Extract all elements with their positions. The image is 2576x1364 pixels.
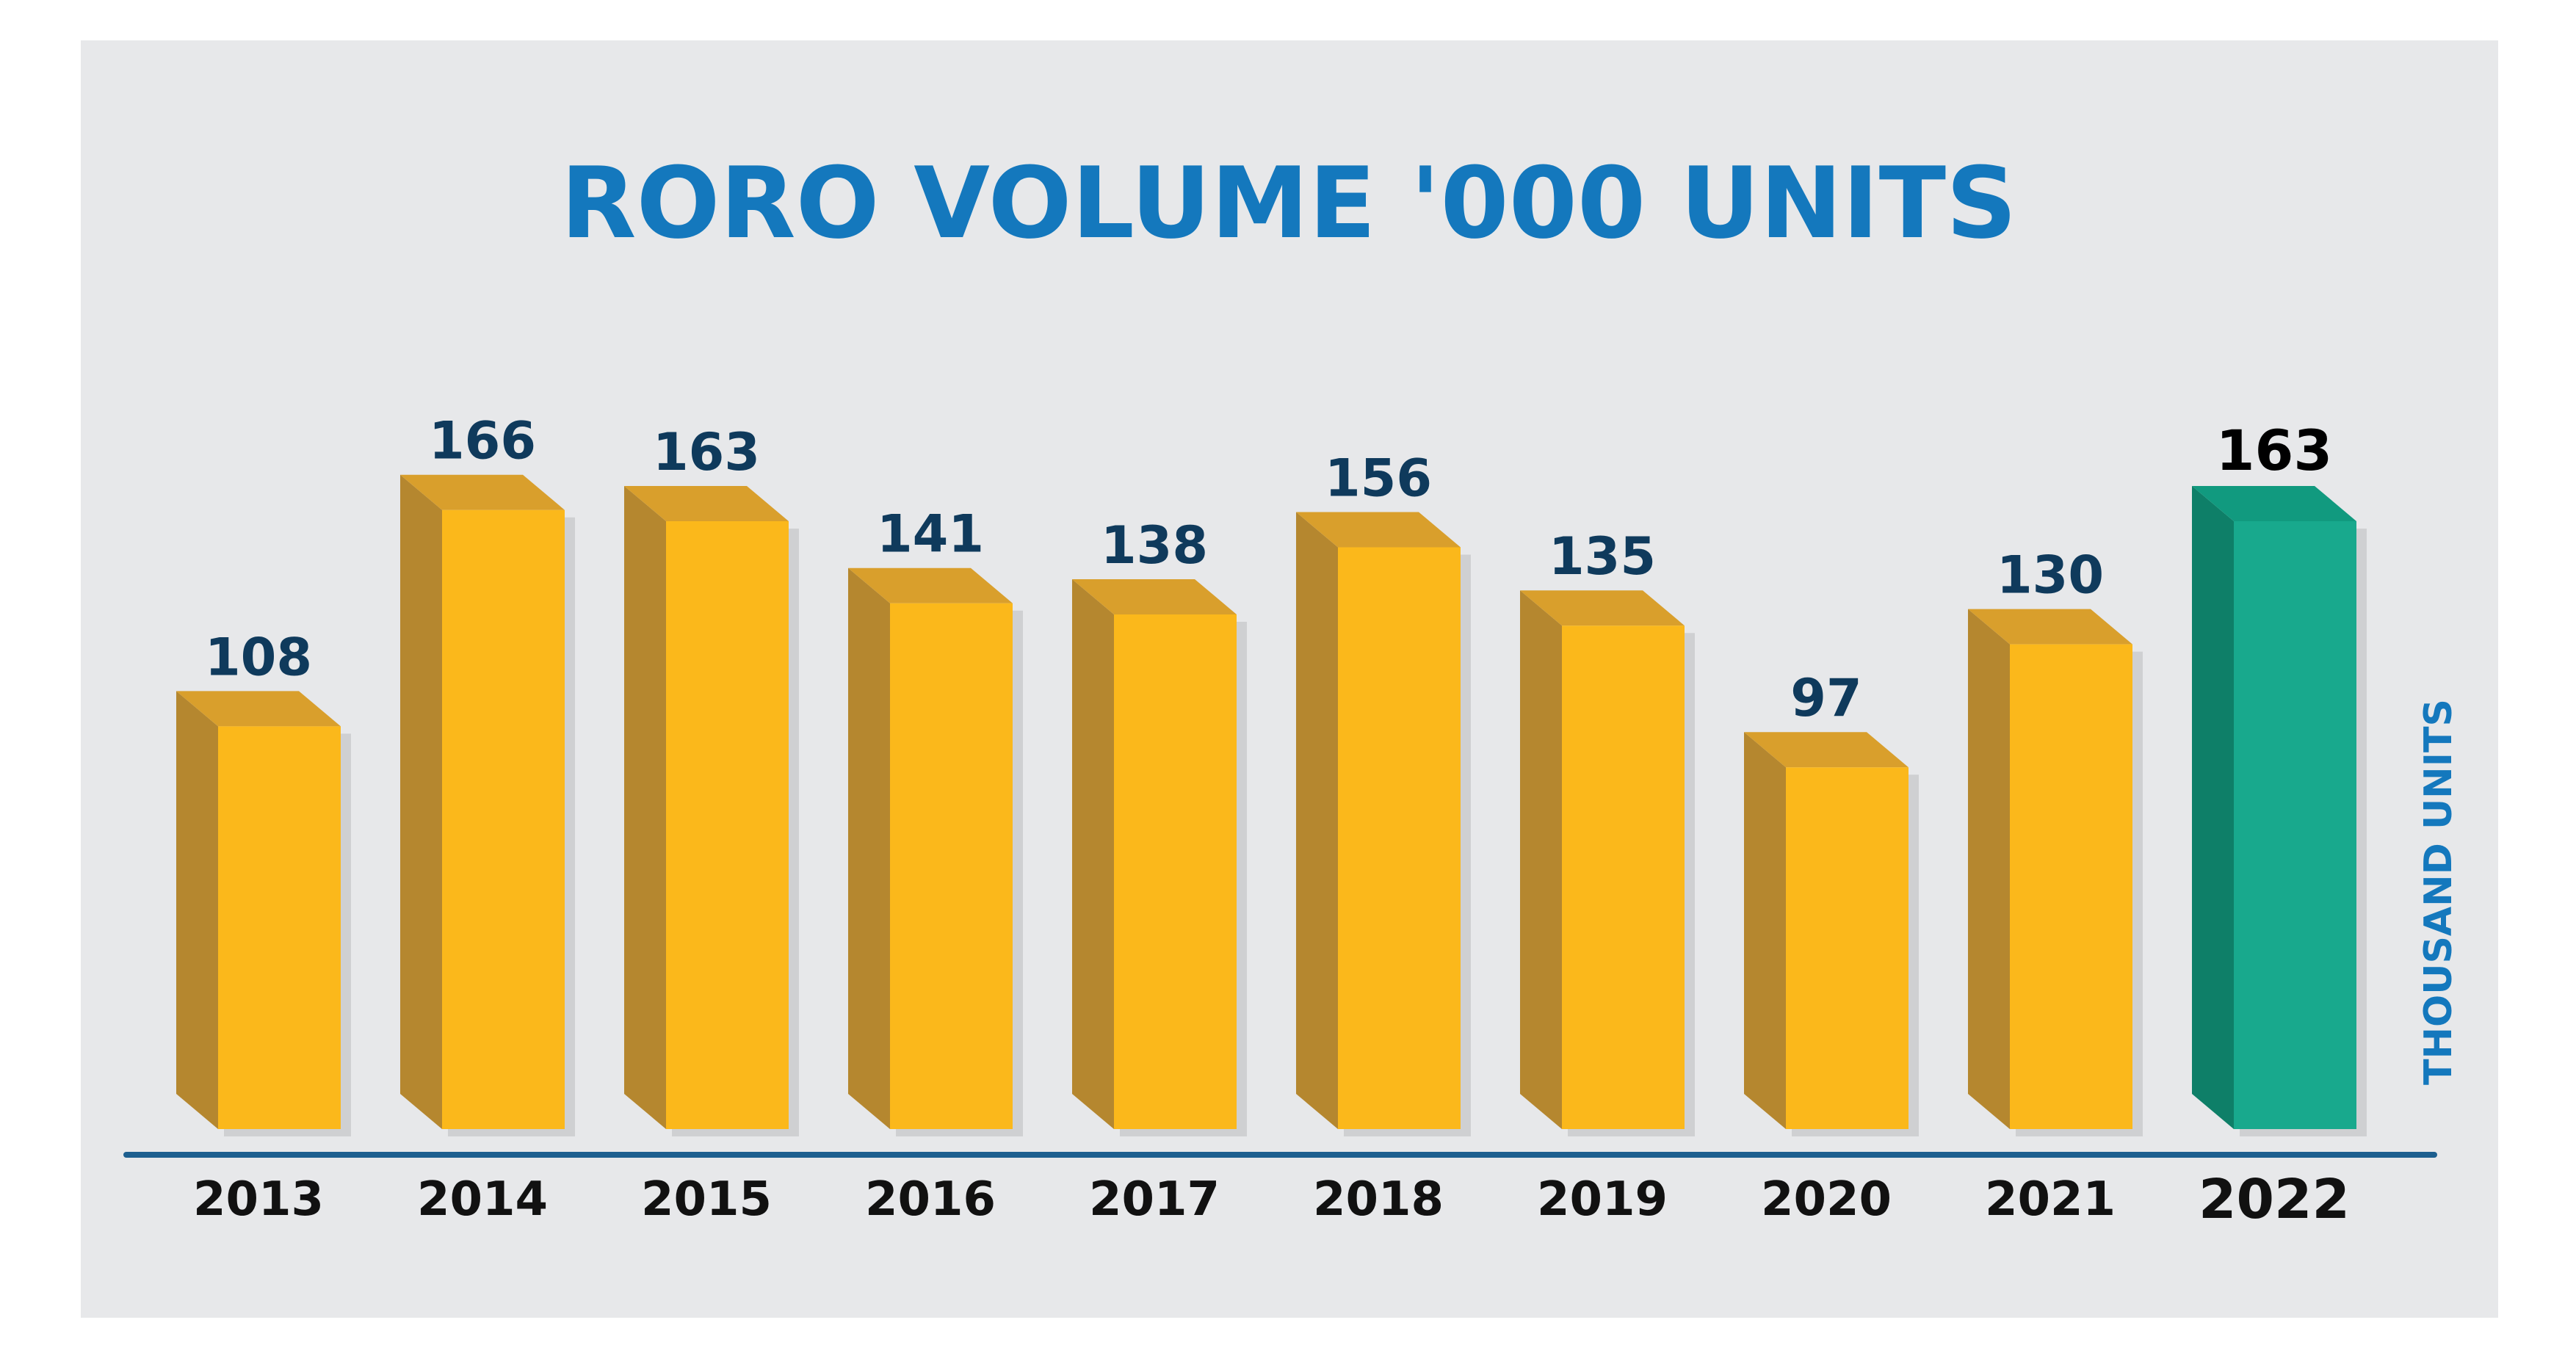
bar-top-face	[1968, 609, 2132, 645]
bars-layer	[176, 474, 2367, 1136]
bar-front-face	[2010, 644, 2132, 1129]
bar-side-face	[1968, 609, 2010, 1129]
value-label-2022: 163	[2216, 418, 2333, 483]
bar-2020	[1744, 732, 1919, 1136]
bar-2016	[848, 567, 1023, 1136]
bar-side-face	[400, 474, 442, 1129]
bar-top-face	[848, 567, 1013, 603]
bar-2017	[1072, 578, 1247, 1136]
bar-2021	[1968, 609, 2143, 1136]
bar-2014	[400, 474, 575, 1136]
y-axis-label: THOUSAND UNITS	[2417, 699, 2461, 1085]
bar-top-face	[624, 485, 789, 521]
value-label-2013: 108	[205, 627, 312, 687]
value-label-2016: 141	[877, 504, 984, 565]
bar-front-face	[1562, 625, 1685, 1129]
bar-front-face	[1114, 614, 1237, 1129]
x-tick-label-2018: 2018	[1313, 1172, 1444, 1227]
value-label-2017: 138	[1101, 515, 1208, 576]
x-tick-label-2019: 2019	[1537, 1172, 1668, 1227]
bar-top-face	[1072, 578, 1237, 614]
bar-side-face	[848, 567, 890, 1129]
value-label-2018: 156	[1325, 449, 1432, 509]
bar-top-face	[2192, 485, 2356, 521]
x-tick-label-2020: 2020	[1761, 1172, 1892, 1227]
bar-2013	[176, 691, 351, 1136]
bar-2018	[1296, 512, 1471, 1136]
bar-front-face	[666, 520, 789, 1129]
x-tick-label-2015: 2015	[641, 1172, 772, 1227]
chart-title: RORO VOLUME '000 UNITS	[560, 146, 2016, 261]
bar-side-face	[1296, 512, 1338, 1129]
bar-top-face	[176, 691, 341, 727]
value-label-2020: 97	[1790, 668, 1862, 728]
bar-top-face	[1744, 732, 1909, 768]
bar-side-face	[1744, 732, 1786, 1129]
x-tick-label-2017: 2017	[1089, 1172, 1220, 1227]
x-tick-label-2016: 2016	[865, 1172, 996, 1227]
bar-2022	[2192, 485, 2367, 1136]
bar-front-face	[2234, 520, 2356, 1129]
bar-chart: RORO VOLUME '000 UNITS 108 2013 166 2014 163…	[123, 146, 2461, 1231]
bar-front-face	[218, 726, 341, 1129]
value-label-2015: 163	[653, 422, 760, 482]
bar-front-face	[442, 509, 565, 1129]
labels-layer: 108 2013 166 2014 163 2015 141 2016 138 2017 156 20…	[193, 411, 2350, 1231]
bar-side-face	[624, 485, 666, 1129]
x-tick-label-2021: 2021	[1985, 1172, 2116, 1227]
bar-side-face	[1072, 578, 1114, 1129]
chart-panel: RORO VOLUME '000 UNITS 108 2013 166 2014 163…	[81, 40, 2498, 1318]
bar-front-face	[1786, 767, 1909, 1129]
bar-top-face	[400, 474, 565, 510]
x-tick-label-2013: 2013	[193, 1172, 324, 1227]
bar-top-face	[1520, 590, 1685, 626]
bar-2019	[1520, 590, 1695, 1136]
bar-2015	[624, 485, 799, 1136]
value-label-2019: 135	[1549, 526, 1656, 587]
value-label-2021: 130	[1997, 545, 2104, 606]
bar-front-face	[1338, 547, 1461, 1129]
bar-front-face	[890, 603, 1013, 1129]
x-tick-label-2022: 2022	[2199, 1168, 2350, 1231]
bar-side-face	[2192, 485, 2234, 1129]
bar-side-face	[176, 691, 218, 1129]
x-tick-label-2014: 2014	[417, 1172, 548, 1227]
bar-side-face	[1520, 590, 1562, 1129]
value-label-2014: 166	[429, 411, 536, 471]
bar-top-face	[1296, 512, 1461, 548]
